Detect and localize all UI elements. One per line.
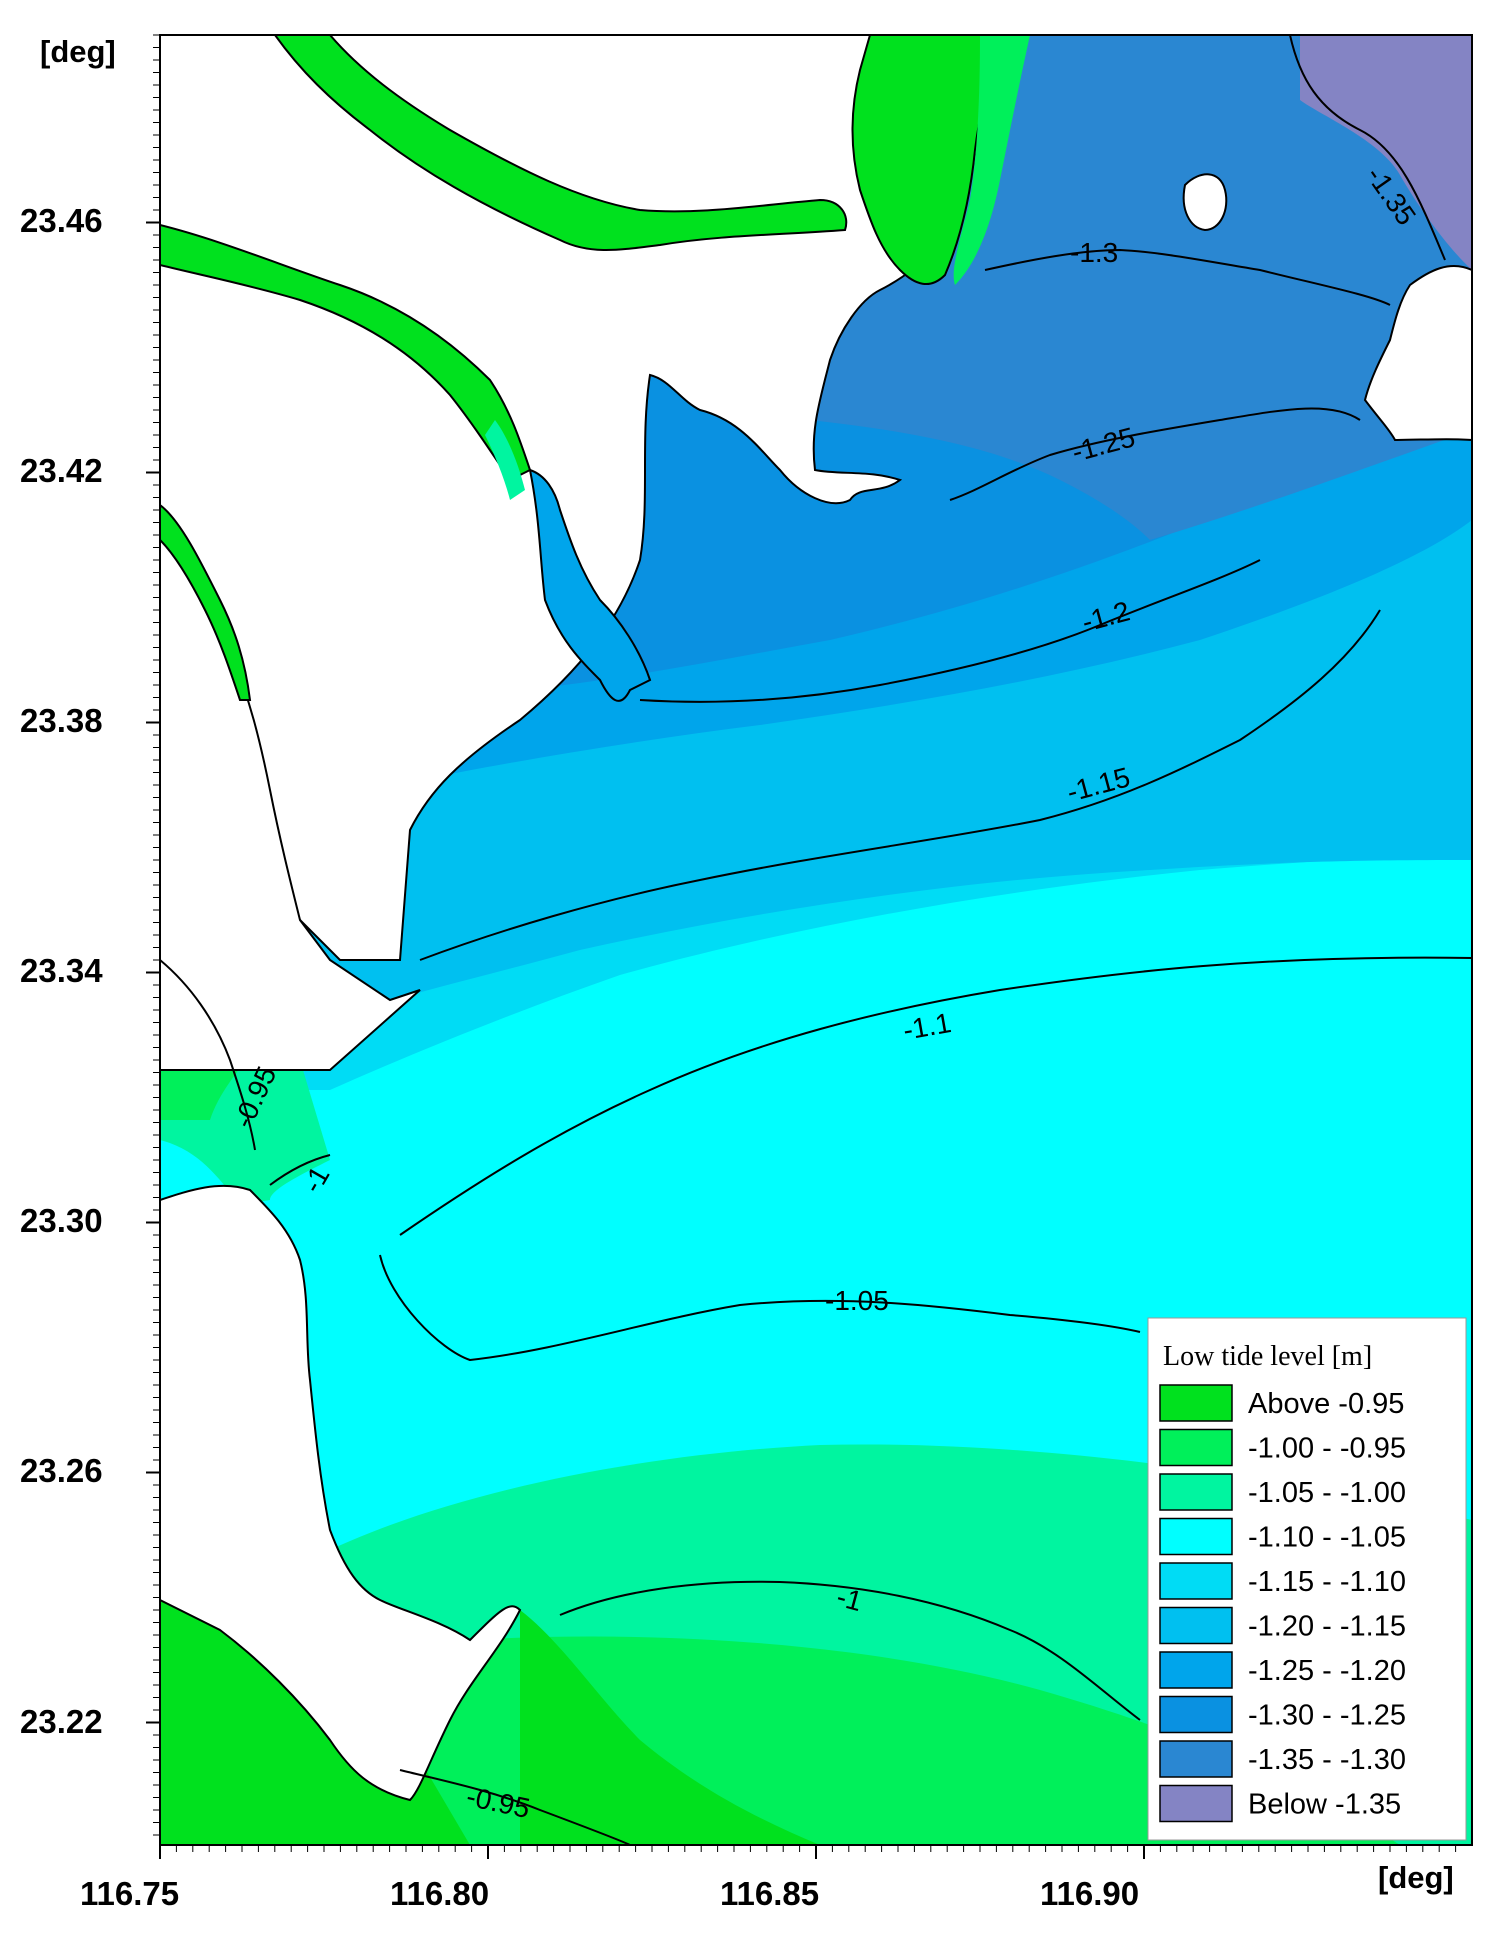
legend-entries: Above -0.95 -1.00 - -0.95 -1.05 - -1.00 -1.… <box>1159 1384 1406 1823</box>
legend-swatch <box>1159 1606 1233 1645</box>
legend-entry-label: Below -1.35 <box>1248 1789 1401 1821</box>
land-southwest <box>160 1184 522 1802</box>
legend-swatch <box>1159 1784 1233 1823</box>
legend-entry-label: -1.35 - -1.30 <box>1248 1744 1406 1776</box>
legend-entry-label: -1.00 - -0.95 <box>1248 1433 1406 1465</box>
contour-line-100-south <box>559 1580 1141 1721</box>
y-axis-unit: [deg] <box>40 34 116 69</box>
contour-line-120 <box>639 559 1261 703</box>
legend-title: Low tide level [m] <box>1163 1341 1372 1372</box>
hill-north-gradient <box>953 35 1030 285</box>
y-tick-label-3: 23.38 <box>20 702 103 739</box>
contour-line-095-south <box>399 1769 631 1845</box>
x-tick-label-1: 116.75 <box>80 1875 179 1912</box>
contour-line-125 <box>949 407 1361 501</box>
legend-swatch <box>1159 1562 1233 1600</box>
river-north-1 <box>273 35 848 251</box>
contour-line-135 <box>1289 35 1446 261</box>
y-tick-label-4: 23.34 <box>20 952 103 989</box>
x-tick-label-2: 116.80 <box>390 1875 489 1912</box>
contour-line-095-west <box>160 959 256 1151</box>
legend-swatch <box>1159 1740 1233 1778</box>
water-band-green-south <box>160 1636 1400 1845</box>
legend-entry-label: -1.25 - -1.20 <box>1248 1655 1406 1687</box>
legend-entry-label: -1.10 - -1.05 <box>1248 1522 1406 1554</box>
contour-label-130: -1.3 <box>1070 237 1118 268</box>
y-minor-ticks <box>146 34 160 1836</box>
y-tick-label-6: 23.26 <box>20 1452 103 1489</box>
contour-line-130 <box>984 248 1391 306</box>
legend-entry-label: -1.05 - -1.00 <box>1248 1477 1406 1509</box>
legend-swatch <box>1159 1473 1233 1511</box>
river-north-2-cyan <box>485 420 525 500</box>
river-west-thin <box>160 503 252 701</box>
legend-swatch <box>1159 1651 1233 1689</box>
legend-swatch <box>1159 1428 1233 1467</box>
contour-line-100-west <box>269 1154 331 1186</box>
shore-green-sw-2 <box>520 1610 820 1845</box>
y-tick-label-1: 23.46 <box>20 202 103 239</box>
contour-line-105 <box>379 1254 1141 1362</box>
contour-line-110 <box>399 956 1472 1236</box>
contour-label-105: -1.05 <box>825 1285 889 1316</box>
y-tick-label-7: 23.22 <box>20 1703 103 1740</box>
x-axis-labels: 116.75 116.80 116.85 116.90 [deg] <box>80 1860 1454 1912</box>
water-band-below-135 <box>1300 35 1472 270</box>
map-area: -1.35 -1.3 -1.25 -1.2 -1.15 -1.1 -1.05 -… <box>160 35 1472 1845</box>
legend-swatch <box>1159 1517 1233 1556</box>
x-minor-ticks <box>159 1845 1457 1859</box>
x-tick-label-3: 116.85 <box>720 1875 819 1912</box>
river-central-blue <box>528 468 652 702</box>
y-tick-label-5: 23.30 <box>20 1202 103 1239</box>
land-island-ne <box>1182 173 1228 232</box>
legend-entry-label: -1.20 - -1.15 <box>1248 1611 1406 1643</box>
legend-swatch <box>1159 1384 1233 1422</box>
legend-swatch <box>1159 1695 1233 1734</box>
legend-entry-label: -1.30 - -1.25 <box>1248 1700 1406 1732</box>
land-northeast <box>1363 265 1472 442</box>
y-axis-labels: [deg] 23.46 23.42 23.38 23.34 23.30 23.2… <box>20 34 116 1740</box>
x-axis-unit: [deg] <box>1378 1860 1454 1895</box>
legend: Low tide level [m] Above -0.95 -1.00 - -0… <box>1147 1317 1467 1841</box>
x-tick-label-4: 116.90 <box>1040 1875 1139 1912</box>
legend-entry-label: Above -0.95 <box>1248 1388 1404 1420</box>
legend-entry-label: -1.15 - -1.10 <box>1248 1566 1406 1598</box>
contour-line-115 <box>419 609 1381 961</box>
y-tick-label-2: 23.42 <box>20 452 103 489</box>
